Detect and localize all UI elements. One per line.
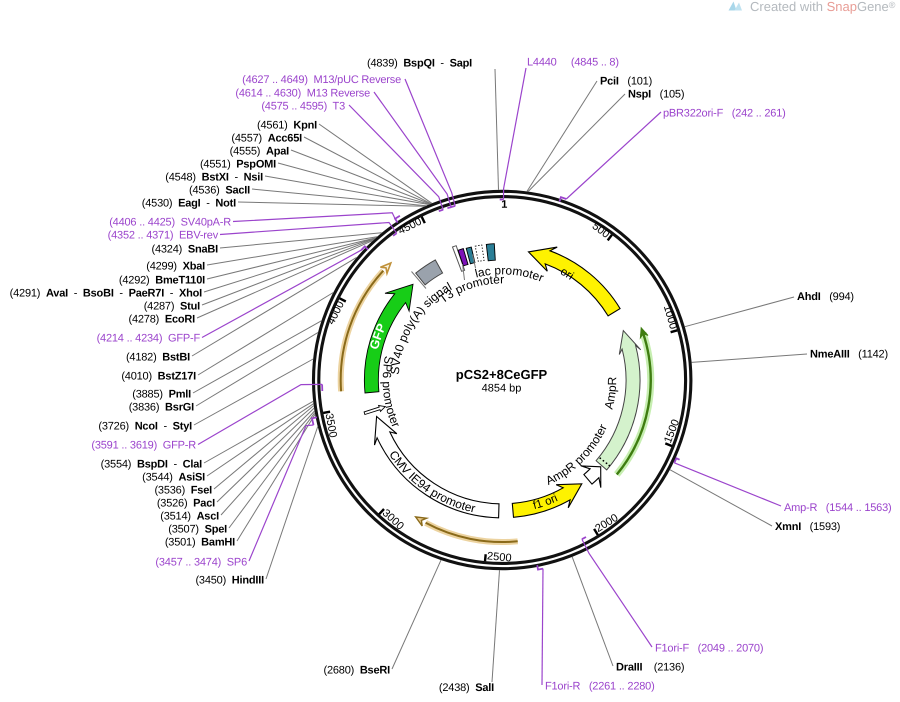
svg-text:(4551) PspOMI: (4551) PspOMI — [200, 159, 276, 171]
svg-text:(4214 .. 4234) GFP-F: (4214 .. 4234) GFP-F — [97, 333, 201, 345]
svg-text:Created with SnapGene®: Created with SnapGene® — [750, 0, 896, 14]
svg-text:(3836) BsrGI: (3836) BsrGI — [129, 402, 194, 414]
svg-text:NspI (105): NspI (105) — [628, 89, 684, 101]
svg-text:L4440 (4845 .. 8): L4440 (4845 .. 8) — [527, 57, 619, 69]
svg-text:(4536) SacII: (4536) SacII — [189, 185, 250, 197]
svg-text:F1ori-F (2049 .. 2070): F1ori-F (2049 .. 2070) — [655, 643, 763, 655]
svg-text:1: 1 — [501, 199, 507, 211]
svg-text:(4278) EcoRI: (4278) EcoRI — [129, 314, 196, 326]
svg-text:(4614 .. 4630) M13 Reverse: (4614 .. 4630) M13 Reverse — [235, 88, 370, 100]
svg-text:(3726) NcoI - StyI: (3726) NcoI - StyI — [98, 421, 192, 433]
svg-text:(3526) PacI: (3526) PacI — [157, 498, 215, 510]
svg-text:(4352 .. 4371) EBV-rev: (4352 .. 4371) EBV-rev — [108, 230, 219, 242]
svg-text:F1ori-R (2261 .. 2280): F1ori-R (2261 .. 2280) — [545, 681, 655, 693]
svg-text:(3450) HindIII: (3450) HindIII — [195, 575, 264, 587]
svg-text:AmpR: AmpR — [602, 376, 620, 410]
svg-text:ori: ori — [558, 266, 575, 283]
svg-text:(3591 .. 3619) GFP-R: (3591 .. 3619) GFP-R — [91, 440, 196, 452]
svg-text:(4557) Acc65I: (4557) Acc65I — [231, 133, 302, 145]
svg-text:(4548) BstXI - NsiI: (4548) BstXI - NsiI — [165, 172, 263, 184]
svg-text:(3514) AscI: (3514) AscI — [160, 511, 219, 523]
svg-text:(4530) EagI - NotI: (4530) EagI - NotI — [142, 198, 236, 210]
svg-text:(4182) BstBI: (4182) BstBI — [126, 352, 190, 364]
svg-text:pCS2+8CeGFP: pCS2+8CeGFP — [456, 367, 548, 382]
svg-text:(4299) XbaI: (4299) XbaI — [146, 261, 205, 273]
svg-text:(3536) FseI: (3536) FseI — [154, 485, 212, 497]
svg-text:(4010) BstZ17I: (4010) BstZ17I — [121, 371, 196, 383]
svg-text:(4287) StuI: (4287) StuI — [144, 301, 200, 313]
svg-text:AhdI (994): AhdI (994) — [797, 291, 854, 303]
svg-text:(2438) SalI: (2438) SalI — [439, 682, 494, 694]
svg-text:4854 bp: 4854 bp — [482, 383, 522, 395]
svg-text:(3554) BspDI - ClaI: (3554) BspDI - ClaI — [101, 459, 203, 471]
svg-text:(4291) AvaI - BsoBI - Pae: (4291) AvaI - BsoBI - PaeR7I - XhoI — [10, 288, 202, 300]
svg-text:(4561) KpnI: (4561) KpnI — [257, 120, 317, 132]
svg-text:Amp-R (1544 .. 1563): Amp-R (1544 .. 1563) — [784, 502, 892, 514]
svg-text:(3544) AsiSI: (3544) AsiSI — [142, 472, 205, 484]
svg-text:(3501) BamHI: (3501) BamHI — [165, 537, 235, 549]
svg-text:2500: 2500 — [487, 550, 513, 564]
svg-text:(3885) PmlI: (3885) PmlI — [132, 389, 191, 401]
svg-text:3500: 3500 — [323, 412, 339, 438]
svg-text:(4292) BmeT110I: (4292) BmeT110I — [119, 275, 205, 287]
svg-text:(3507) SpeI: (3507) SpeI — [168, 524, 227, 536]
svg-text:pBR322ori-F (242 .. 261): pBR322ori-F (242 .. 261) — [663, 108, 786, 120]
svg-text:(4406 .. 4425) SV40pA-R: (4406 .. 4425) SV40pA-R — [109, 217, 231, 229]
svg-text:XmnI (1593): XmnI (1593) — [775, 521, 840, 533]
svg-text:(4555) ApaI: (4555) ApaI — [230, 146, 289, 158]
svg-text:NmeAIII (1142): NmeAIII (1142) — [810, 349, 888, 361]
svg-text:PciI (101): PciI (101) — [600, 76, 652, 88]
svg-text:(4627 .. 4649) M13/pUC Revers: (4627 .. 4649) M13/pUC Reverse — [242, 74, 401, 86]
svg-text:(4575 .. 4595) T3: (4575 .. 4595) T3 — [261, 101, 345, 113]
svg-text:(4839) BspQI - SapI: (4839) BspQI - SapI — [367, 58, 472, 70]
svg-text:(4324) SnaBI: (4324) SnaBI — [152, 244, 219, 256]
svg-text:DraIII (2136): DraIII (2136) — [616, 662, 684, 674]
svg-text:(3457 .. 3474) SP6: (3457 .. 3474) SP6 — [155, 557, 247, 569]
svg-text:(2680) BseRI: (2680) BseRI — [324, 665, 391, 677]
